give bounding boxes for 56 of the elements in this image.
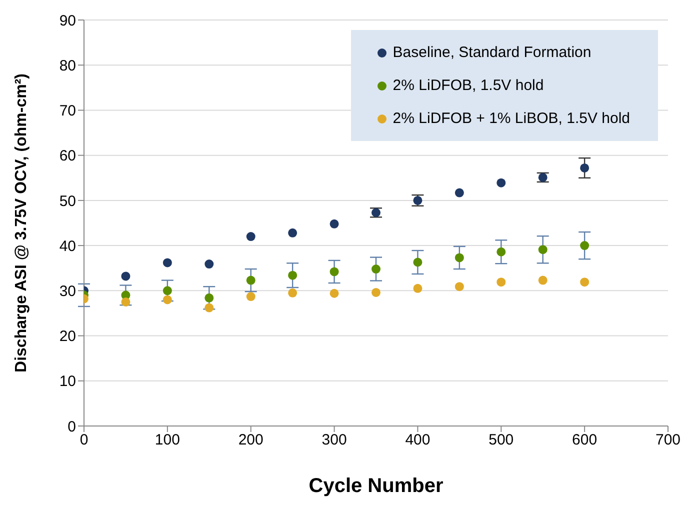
point (413, 258, 422, 267)
point (580, 163, 590, 172)
x-tick-label: 200 (238, 432, 264, 449)
y-tick-label: 20 (59, 328, 76, 346)
x-axis-title: Cycle Number (308, 475, 444, 498)
point (330, 219, 339, 228)
legend-label: 2% LiDFOB + 1% LiBOB, 1.5V hold (392, 109, 630, 129)
y-tick-label: 40 (59, 238, 76, 255)
point (330, 267, 339, 276)
point (162, 295, 172, 304)
x-tick-label: 400 (405, 432, 430, 449)
point (538, 276, 548, 285)
point (496, 178, 506, 188)
point (288, 228, 298, 238)
point (372, 288, 380, 297)
point (246, 292, 256, 302)
x-tick-label: 600 (572, 432, 598, 449)
x-tick-label: 100 (154, 432, 180, 449)
legend-label: Baseline, Standard Formation (392, 43, 592, 63)
y-tick-label: 50 (59, 192, 76, 210)
point (246, 276, 256, 285)
point (288, 288, 298, 298)
point (454, 282, 464, 292)
y-tick-label: 80 (59, 57, 76, 74)
point (454, 253, 464, 262)
point (580, 241, 590, 250)
point (162, 258, 172, 268)
point (204, 303, 214, 312)
point (330, 288, 339, 298)
x-tick-label: 0 (80, 432, 88, 449)
y-axis-title: Discharge ASI @ 3.75V OCV, (ohm-cm²) (13, 74, 30, 372)
point (246, 232, 256, 242)
point (413, 284, 422, 293)
point (204, 293, 214, 302)
point (372, 208, 380, 218)
x-tick-label: 500 (488, 432, 514, 449)
point (538, 245, 548, 254)
point (454, 188, 464, 198)
point (496, 278, 506, 287)
x-tick-label: 700 (655, 432, 681, 449)
point (162, 286, 172, 296)
point (372, 264, 380, 274)
y-tick-label: 0 (68, 418, 76, 436)
legend-label: 2% LiDFOB, 1.5V hold (392, 76, 544, 96)
point (496, 247, 506, 256)
y-tick-label: 30 (59, 282, 76, 300)
point (580, 278, 590, 287)
y-tick-label: 70 (59, 102, 76, 120)
x-tick-label: 300 (322, 432, 347, 449)
y-tick-label: 10 (59, 373, 76, 390)
point (204, 260, 214, 269)
point (121, 297, 130, 306)
point (121, 272, 130, 281)
y-tick-label: 60 (59, 148, 76, 165)
point (288, 270, 298, 280)
y-tick-label: 90 (59, 12, 76, 30)
